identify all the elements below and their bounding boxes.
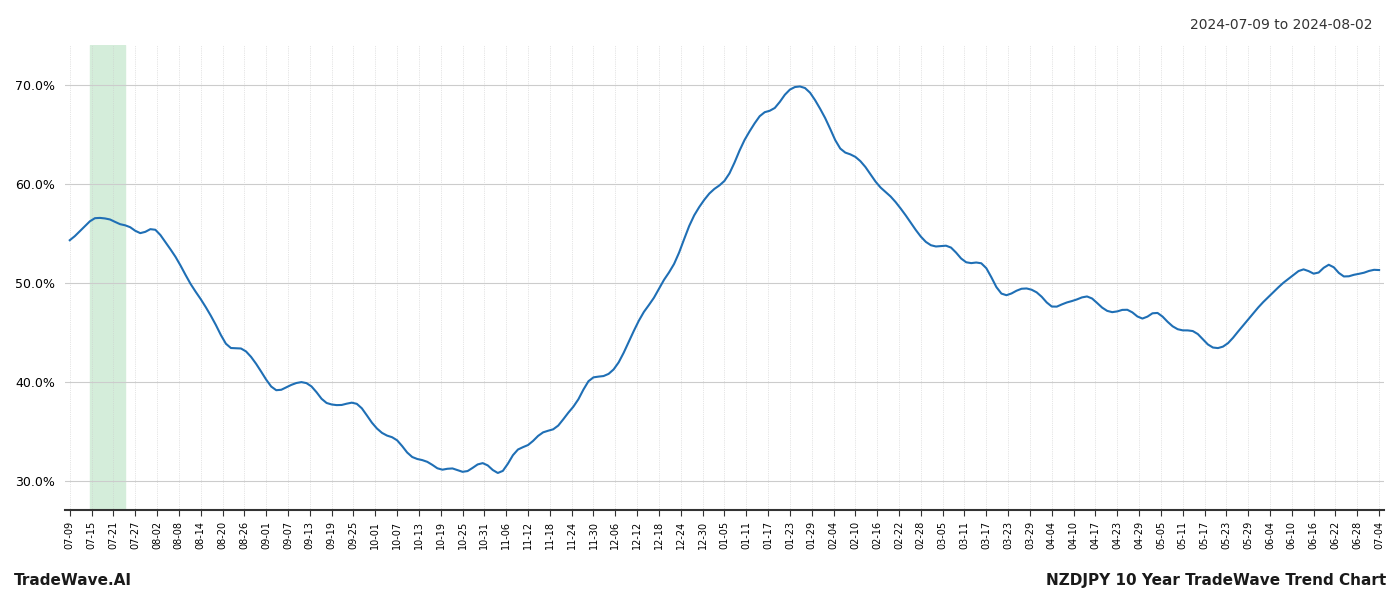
Text: TradeWave.AI: TradeWave.AI (14, 573, 132, 588)
Bar (90, 45, 125, 510)
Text: 2024-07-09 to 2024-08-02: 2024-07-09 to 2024-08-02 (1190, 18, 1372, 32)
Text: NZDJPY 10 Year TradeWave Trend Chart: NZDJPY 10 Year TradeWave Trend Chart (1046, 573, 1386, 588)
